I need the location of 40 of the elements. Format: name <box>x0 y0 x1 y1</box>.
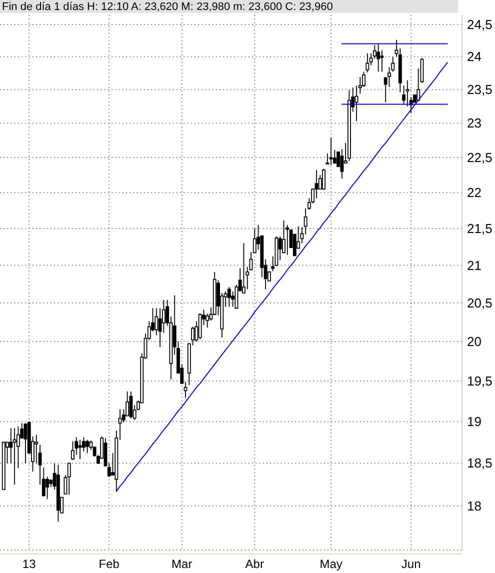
candlestick <box>242 242 246 294</box>
y-tick-label: 24,5 <box>467 17 492 32</box>
candlestick <box>12 428 16 485</box>
y-tick-label: 21 <box>467 258 482 273</box>
y-tick-label: 20 <box>467 334 482 349</box>
x-tick-label: 13 <box>22 557 36 571</box>
candlestick <box>71 440 74 460</box>
candlestick <box>366 53 370 73</box>
y-tick-label: 22 <box>467 185 482 200</box>
y-tick-label: 19 <box>467 414 482 430</box>
y-tick-label: 24 <box>467 49 482 64</box>
x-tick-label: May <box>320 557 342 571</box>
y-tick-label: 18,5 <box>467 456 492 471</box>
candlestick <box>86 439 90 454</box>
x-tick-label: Jun <box>401 557 421 571</box>
line-series <box>116 62 448 492</box>
x-tick-label: Feb <box>98 557 120 571</box>
y-tick-label: 22,5 <box>467 150 492 166</box>
candlestick <box>227 286 231 308</box>
candlestick <box>286 224 290 256</box>
x-tick-label: Mar <box>172 557 192 571</box>
candlestick <box>78 439 82 460</box>
candlestick <box>129 391 133 419</box>
candlestick <box>24 422 28 464</box>
candlestick <box>2 442 6 490</box>
candlestick <box>67 462 71 496</box>
y-tick-label: 21,5 <box>467 221 492 236</box>
y-tick-label: 19,5 <box>467 374 492 389</box>
candlestick <box>376 43 380 72</box>
candlestick <box>56 464 60 522</box>
y-tick-label: 23,5 <box>467 82 492 98</box>
candlestick <box>198 313 202 340</box>
candlestick <box>348 90 351 162</box>
y-tick-label: 23 <box>467 116 482 131</box>
candlestick <box>322 168 326 190</box>
x-tick-label: Abr <box>245 557 264 571</box>
chart-title: Fin de día 1 días H: 12:10 A: 23,620 M: 23,980 m: 23,600 C: 23,960 <box>2 1 333 13</box>
y-tick-label: 18 <box>467 498 482 514</box>
y-tick-label: 20,5 <box>467 295 492 310</box>
candlestick <box>329 137 333 166</box>
